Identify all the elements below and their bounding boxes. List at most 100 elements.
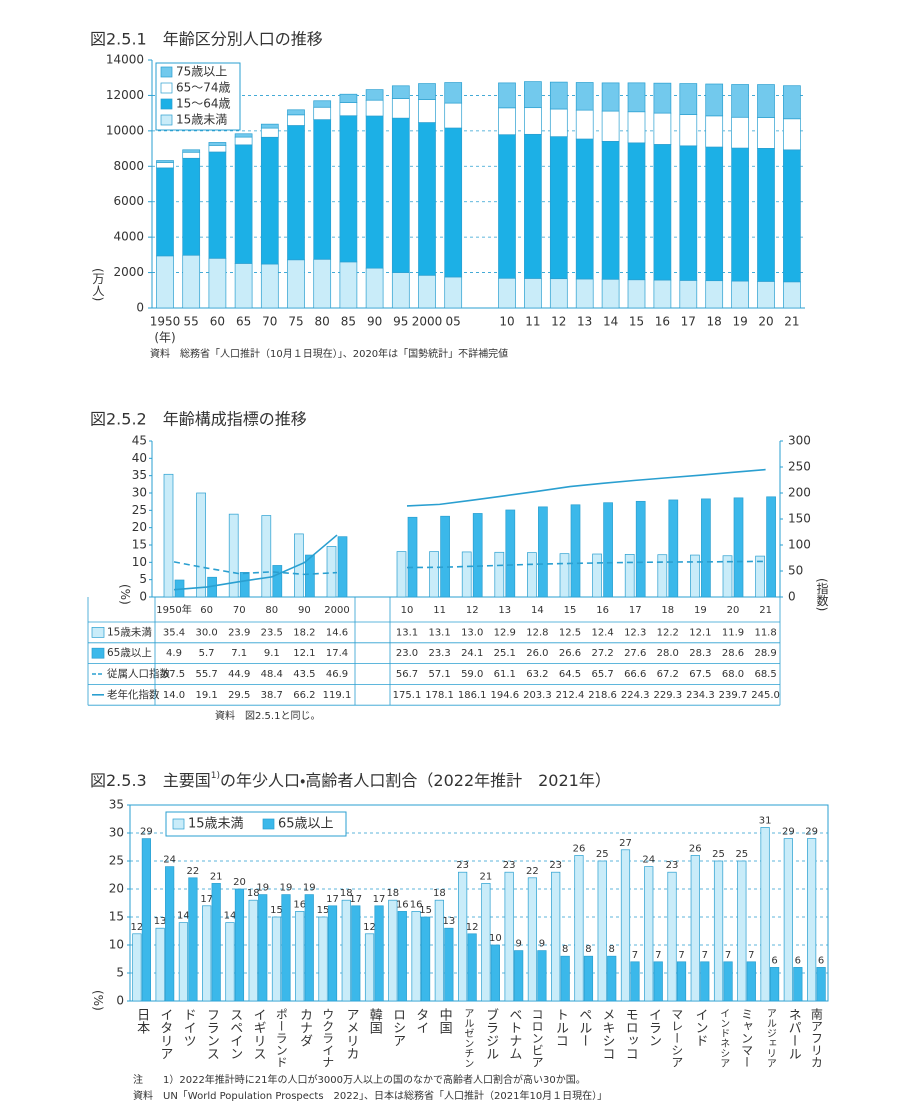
bar-segment	[391, 117, 410, 273]
data-label: 23	[456, 860, 469, 871]
table-cell: 66.6	[624, 669, 646, 680]
bar-segment	[524, 81, 542, 109]
data-label: 6	[771, 955, 777, 966]
y-tick-label: 30	[132, 486, 147, 500]
table-header: 80	[265, 605, 278, 616]
table-cell: 24.1	[461, 648, 483, 659]
table-header: 13	[498, 605, 511, 616]
row-label: 15歳未満	[107, 626, 152, 638]
x-tick-label: 65	[236, 315, 251, 329]
bar-segment	[524, 133, 542, 279]
legend-label: 15歳未満	[188, 817, 244, 832]
table-header: 18	[661, 605, 674, 616]
legend-swatch	[262, 818, 275, 830]
data-label: 25	[596, 849, 609, 860]
y-tick-label: 5	[116, 966, 124, 980]
data-label: 9	[515, 939, 521, 950]
bar	[551, 871, 561, 1002]
x-tick-label: スペイン	[227, 1008, 243, 1060]
data-label: 14	[177, 911, 190, 922]
bar-segment	[208, 142, 227, 146]
bar-segment	[601, 140, 620, 280]
note: 注 1）2022年推計時に21年の人口が3000万人以上の国のなかで高齢者人口割…	[133, 1073, 586, 1086]
x-tick-label: 20	[758, 315, 773, 329]
table-cell: 57.1	[428, 669, 450, 680]
x-tick-label: 日本	[134, 1008, 150, 1034]
bar-segment	[757, 281, 775, 309]
table-cell: 25.1	[494, 648, 516, 659]
y-tick-label: 15	[109, 910, 124, 924]
bar	[305, 554, 315, 598]
data-label: 8	[609, 944, 615, 955]
bar	[341, 899, 351, 1002]
bar	[272, 565, 283, 598]
bar-segment	[627, 279, 646, 309]
bar-segment	[418, 83, 436, 100]
x-tick-label: 21	[784, 315, 799, 329]
bar-segment	[757, 148, 775, 282]
x-tick-label: 15	[629, 315, 644, 329]
bar-segment	[627, 111, 646, 144]
bar	[816, 967, 826, 1002]
x-tick-label: ロシア	[390, 1008, 405, 1047]
bar-segment	[339, 102, 358, 117]
table-cell: 13.1	[396, 627, 418, 638]
chart-title: 図2.5.1 年齢区分別人口の推移	[90, 30, 323, 49]
table-cell: 19.1	[195, 690, 217, 701]
data-label: 8	[562, 944, 568, 955]
bar-segment	[524, 107, 542, 135]
data-label: 21	[480, 871, 493, 882]
bar-segment	[365, 99, 384, 117]
x-tick-label: 05	[446, 315, 461, 329]
bar-segment	[182, 149, 201, 153]
table-cell: 56.7	[396, 669, 418, 680]
table-cell: 12.1	[293, 648, 315, 659]
bar-segment	[234, 263, 253, 309]
y-tick-label: 0	[139, 590, 147, 604]
table-cell: 23.3	[428, 648, 450, 659]
table-cell: 9.1	[264, 648, 280, 659]
bar	[755, 555, 765, 598]
legend-key	[91, 627, 105, 638]
table-cell: 61.1	[494, 669, 516, 680]
data-label: 18	[247, 888, 260, 899]
data-label: 19	[280, 883, 293, 894]
bar-segment	[313, 106, 332, 120]
table-cell: 23.9	[228, 627, 250, 638]
bar-segment	[705, 83, 724, 117]
bar-segment	[234, 136, 253, 146]
title-part: 図2.5.3 主要国	[90, 771, 211, 790]
legend-label: 15歳未満	[176, 113, 227, 127]
legend-key	[91, 647, 105, 659]
table-cell: 68.5	[754, 669, 776, 680]
x-tick-label: 80	[315, 315, 330, 329]
bar-segment	[549, 136, 568, 280]
bar	[635, 500, 646, 598]
bar-segment	[705, 280, 724, 309]
table-cell: 67.5	[689, 669, 711, 680]
bar-segment	[783, 281, 801, 309]
legend-box	[165, 811, 347, 837]
table-cell: 68.0	[722, 669, 744, 680]
bar-segment	[601, 110, 620, 142]
table-header: 16	[596, 605, 609, 616]
table-header: 11	[433, 605, 446, 616]
y2-tick-label: 150	[788, 512, 811, 526]
bar	[644, 866, 654, 1002]
table-cell: 17.4	[326, 648, 348, 659]
bar-segment	[444, 276, 463, 309]
bar	[444, 927, 454, 1002]
bar-segment	[524, 278, 542, 309]
bar	[494, 551, 505, 598]
x-tick-label: マレーシア	[670, 1008, 684, 1068]
data-label: 26	[689, 843, 702, 854]
table-cell: 44.9	[228, 669, 250, 680]
table-header: 70	[233, 605, 246, 616]
x-tick-label: ドイツ	[181, 1008, 196, 1047]
table-cell: 48.4	[261, 669, 283, 680]
bar	[793, 967, 803, 1002]
y-tick-label: 45	[132, 434, 147, 448]
bar	[574, 855, 584, 1002]
bar-segment	[260, 127, 279, 138]
bar-segment	[234, 133, 253, 138]
